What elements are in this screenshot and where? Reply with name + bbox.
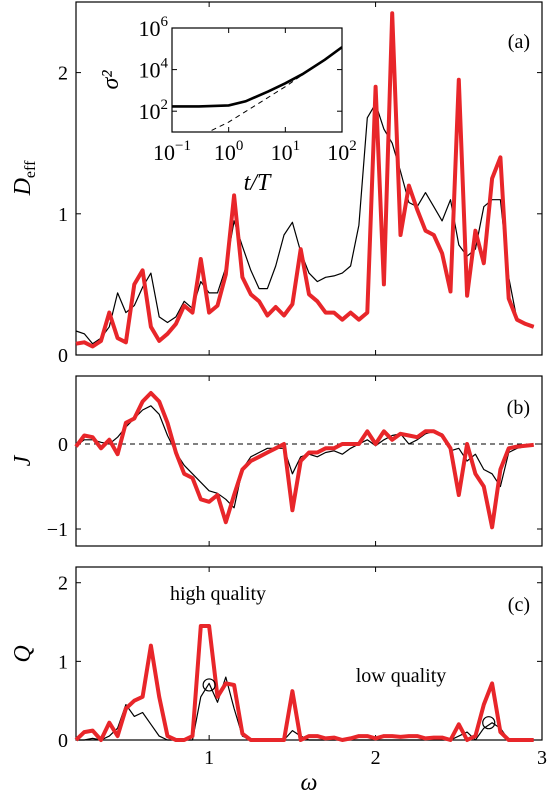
panel-label: (b)	[507, 397, 530, 419]
y-tick-label: 2	[58, 63, 68, 85]
inset-y-tick-label: 106	[139, 14, 169, 41]
inset-x-tick-label: 102	[327, 138, 357, 165]
inset-y-axis-label: σ²	[98, 70, 124, 90]
x-tick-label: 1	[204, 747, 214, 769]
annotation-high-quality: high quality	[170, 583, 266, 605]
y-tick-label: 1	[58, 204, 68, 226]
inset-x-tick-exp: 2	[349, 138, 357, 154]
y-tick-label: 0	[58, 434, 68, 456]
x-tick-label: 3	[537, 747, 547, 769]
inset-x-tick-base: 10	[153, 140, 175, 165]
series-red-line	[74, 391, 534, 530]
series-red-line	[75, 11, 535, 349]
y-tick-label: 1	[58, 651, 68, 673]
inset-y-tick-label: 102	[139, 97, 169, 124]
y-tick-label: 2	[58, 573, 68, 595]
y-axis-label: J	[10, 454, 36, 466]
inset-y-tick-base: 10	[139, 99, 161, 124]
annotation-low-quality: low quality	[356, 665, 447, 687]
inset-y-tick-exp: 4	[161, 56, 169, 72]
inset-x-tick-exp: 1	[293, 138, 301, 154]
series-red-line	[74, 624, 534, 742]
y-axis-label: Q	[10, 645, 36, 662]
inset-x-tick-base: 10	[214, 140, 236, 165]
inset-y-tick-exp: 2	[161, 97, 169, 113]
inset-y-tick-base: 10	[139, 58, 161, 83]
inset-y-tick-exp: 6	[161, 14, 169, 30]
panel-c: 0 1 2 (c) Q 1 2 3 ω high quality low quality	[10, 566, 547, 795]
axes-frame	[75, 375, 543, 547]
inset-x-tick-base: 10	[327, 140, 349, 165]
inset-y-tick-label: 104	[139, 56, 169, 83]
circle-marker	[482, 716, 496, 730]
panel-label: (a)	[508, 31, 530, 53]
inset-x-tick-label: 101	[271, 138, 301, 165]
panel-a: 0 1 2 (a) Deff	[10, 1, 543, 367]
x-tick-label: 2	[371, 747, 381, 769]
y-tick-label: 0	[58, 345, 68, 367]
inset-dashed-fit-line	[211, 46, 342, 131]
panel-label: (c)	[508, 594, 530, 616]
inset-x-tick-label: 100	[214, 138, 244, 165]
x-axis-label: ω	[301, 770, 318, 795]
y-axis-label-main: D	[10, 178, 36, 196]
axes-frame	[75, 566, 543, 741]
inset-x-tick-label: 10−1	[153, 138, 191, 165]
y-tick-label: 0	[58, 730, 68, 752]
y-axis-label-sub: eff	[22, 160, 39, 178]
inset-x-tick-exp: 0	[236, 138, 244, 154]
inset-x-axis-label: t/T	[244, 170, 272, 196]
circle-marker	[202, 678, 216, 692]
inset-variance-line	[172, 46, 342, 108]
inset-x-tick-base: 10	[271, 140, 293, 165]
inset-x-tick-exp: −1	[175, 138, 191, 154]
y-axis-label: Deff	[10, 160, 39, 196]
y-tick-label: −1	[47, 519, 68, 541]
panel-b: −1 0 (b) J	[10, 375, 543, 547]
inset-frame	[171, 27, 343, 133]
inset-y-tick-base: 10	[139, 16, 161, 41]
axes-frame	[75, 1, 543, 356]
